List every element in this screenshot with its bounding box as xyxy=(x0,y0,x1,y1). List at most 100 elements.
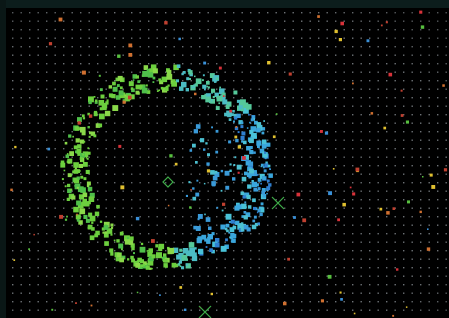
hit xyxy=(70,189,72,191)
hit xyxy=(153,81,155,83)
hit xyxy=(371,112,374,115)
hit xyxy=(206,239,211,244)
hit xyxy=(129,241,133,245)
hit xyxy=(253,207,256,210)
hit xyxy=(239,223,241,225)
hit xyxy=(206,81,210,85)
hit xyxy=(337,218,340,221)
hit xyxy=(87,147,89,149)
hit xyxy=(207,153,210,156)
hit xyxy=(333,168,335,170)
hit xyxy=(135,263,140,268)
hit xyxy=(293,216,296,219)
hit xyxy=(99,114,105,120)
hit xyxy=(216,77,219,80)
hit xyxy=(225,171,230,176)
hit xyxy=(166,266,168,268)
hit xyxy=(127,258,129,260)
hit xyxy=(168,249,173,254)
hit xyxy=(186,195,188,197)
hit xyxy=(252,198,256,202)
hit xyxy=(196,78,202,84)
hit xyxy=(110,224,113,227)
hit xyxy=(204,214,206,216)
hit xyxy=(203,62,206,65)
hit xyxy=(14,146,16,148)
hit xyxy=(91,222,93,224)
hit xyxy=(339,38,342,41)
hit xyxy=(352,192,355,195)
hit xyxy=(262,144,267,149)
hit xyxy=(88,152,91,155)
hit xyxy=(76,214,78,216)
hit xyxy=(127,237,129,239)
hit xyxy=(184,309,186,311)
hit xyxy=(249,122,251,124)
hit xyxy=(216,207,218,209)
hit xyxy=(198,218,200,220)
hit xyxy=(179,261,182,264)
hit xyxy=(194,93,197,96)
hit xyxy=(94,96,96,98)
hit xyxy=(98,124,102,128)
hit xyxy=(208,86,210,88)
hit xyxy=(73,162,79,168)
hit xyxy=(181,266,184,269)
hit xyxy=(110,234,112,236)
hit xyxy=(268,165,271,168)
hit xyxy=(213,96,215,98)
hit xyxy=(88,213,92,217)
hit xyxy=(129,81,134,86)
hit xyxy=(430,174,433,177)
hit xyxy=(340,292,342,294)
hit xyxy=(196,226,201,231)
hit xyxy=(406,306,408,308)
hit xyxy=(267,61,270,64)
hit xyxy=(204,183,206,185)
hit xyxy=(243,141,247,145)
hit xyxy=(401,90,403,92)
hit xyxy=(204,89,206,91)
hit xyxy=(133,252,135,254)
hit xyxy=(256,141,261,146)
hit xyxy=(114,240,116,242)
hit xyxy=(68,162,70,164)
hit xyxy=(151,268,153,270)
hit xyxy=(350,187,352,189)
hit xyxy=(252,225,256,230)
hit xyxy=(88,126,90,128)
hit xyxy=(137,260,139,262)
hit xyxy=(112,105,118,111)
hit xyxy=(406,121,409,124)
hit xyxy=(83,215,87,219)
hit xyxy=(67,198,70,201)
top-frame xyxy=(0,0,449,8)
hit xyxy=(226,105,230,109)
hit xyxy=(247,127,249,129)
hit xyxy=(211,126,213,128)
hit xyxy=(248,205,252,209)
hit xyxy=(194,247,196,249)
hit xyxy=(381,25,383,27)
hit xyxy=(79,164,83,168)
hit xyxy=(262,191,265,194)
hit xyxy=(249,138,254,143)
hit xyxy=(176,79,179,82)
hit xyxy=(237,165,242,170)
hit xyxy=(123,101,126,104)
hit xyxy=(230,163,232,165)
hit xyxy=(68,134,71,137)
hit xyxy=(171,81,173,83)
hit xyxy=(75,126,79,130)
hit xyxy=(254,216,257,219)
hit xyxy=(222,203,225,206)
hit xyxy=(83,141,85,143)
hit xyxy=(90,198,93,201)
hit xyxy=(161,87,164,90)
hit xyxy=(133,79,135,81)
hit xyxy=(177,64,181,68)
hit xyxy=(82,71,86,75)
hit xyxy=(47,148,50,151)
hit xyxy=(427,228,429,230)
hit xyxy=(264,152,266,154)
